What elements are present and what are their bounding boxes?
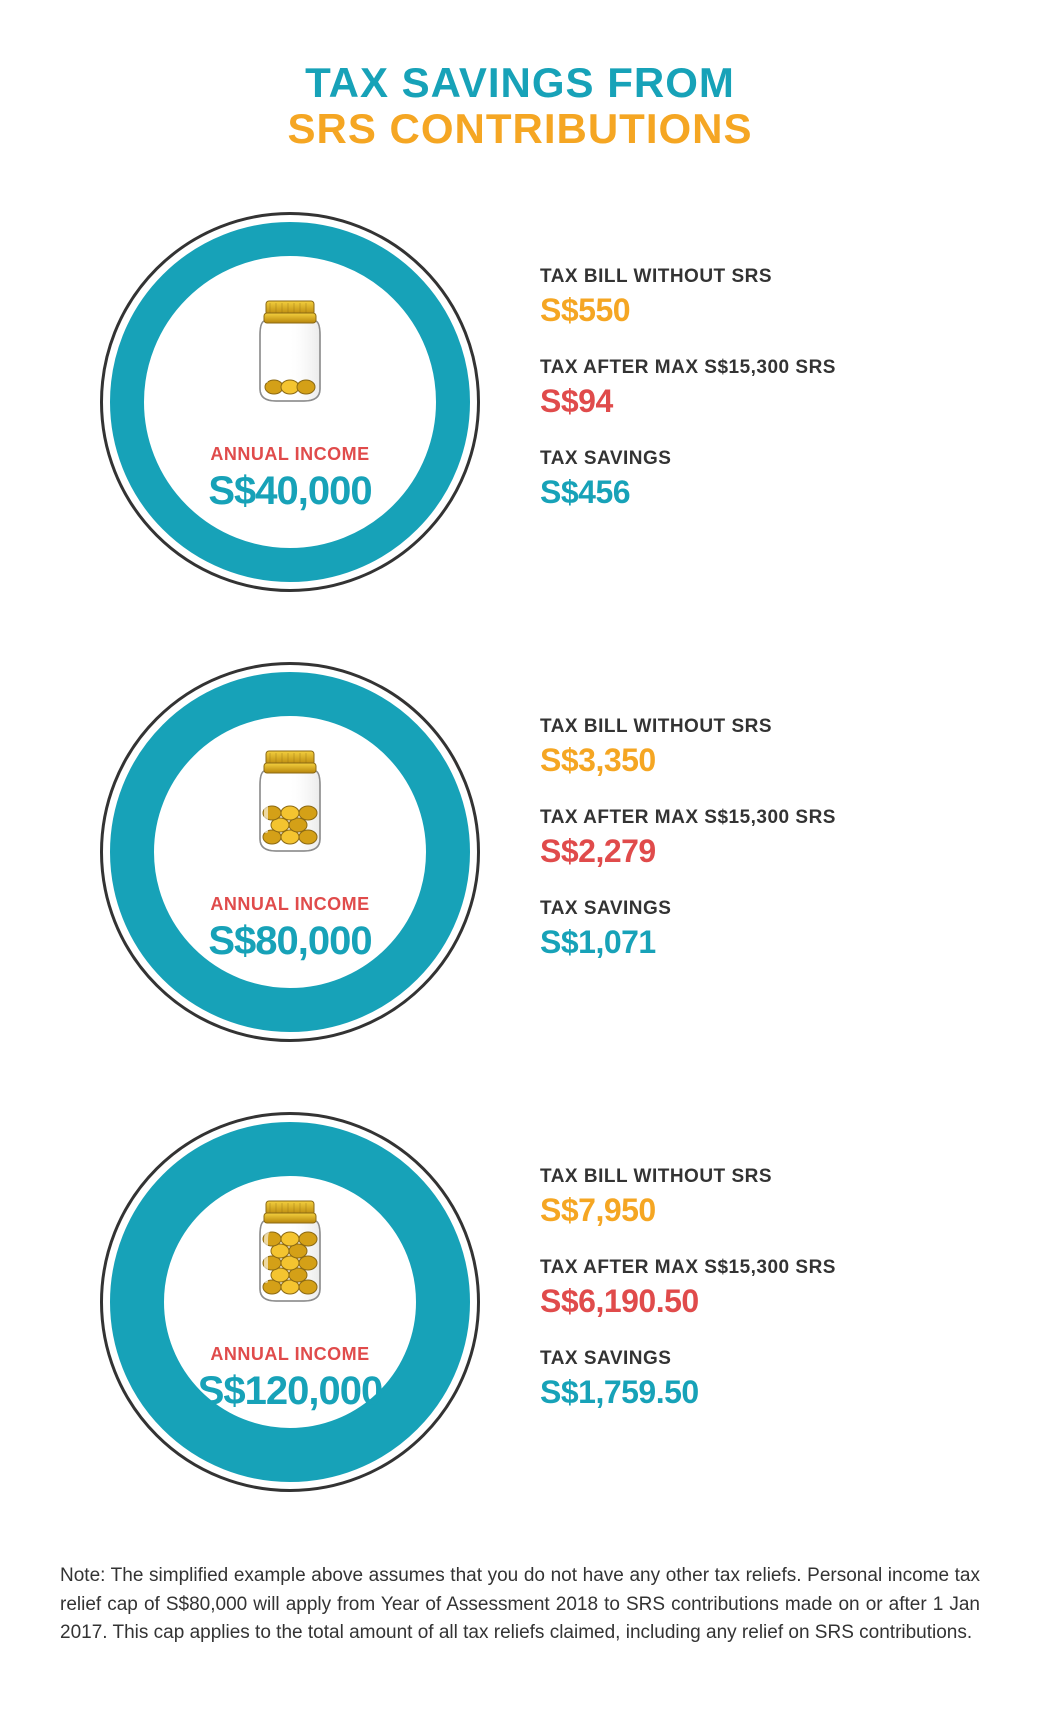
title-block: TAX SAVINGS FROM SRS CONTRIBUTIONS bbox=[60, 60, 980, 152]
stat-after-value: S$94 bbox=[540, 383, 980, 420]
stat-without-label: TAX BILL WITHOUT SRS bbox=[540, 266, 980, 288]
stats-block: TAX BILL WITHOUT SRS S$550 TAX AFTER MAX… bbox=[540, 266, 980, 539]
stat-after-value: S$6,190.50 bbox=[540, 1283, 980, 1320]
tier-row: ANNUAL INCOME S$120,000 TAX BILL WITHOUT… bbox=[60, 1112, 980, 1492]
income-token: ANNUAL INCOME S$40,000 bbox=[100, 212, 480, 592]
stat-savings-label: TAX SAVINGS bbox=[540, 1348, 980, 1370]
stat-without-value: S$3,350 bbox=[540, 742, 980, 779]
income-label: ANNUAL INCOME bbox=[210, 1344, 369, 1365]
coin-jar-icon bbox=[236, 741, 344, 874]
stat-savings-label: TAX SAVINGS bbox=[540, 448, 980, 470]
stat-savings-label: TAX SAVINGS bbox=[540, 898, 980, 920]
title-line-2: SRS CONTRIBUTIONS bbox=[60, 106, 980, 152]
stat-without-value: S$7,950 bbox=[540, 1192, 980, 1229]
tier-row: ANNUAL INCOME S$40,000 TAX BILL WITHOUT … bbox=[60, 212, 980, 592]
stat-without-label: TAX BILL WITHOUT SRS bbox=[540, 1166, 980, 1188]
stats-block: TAX BILL WITHOUT SRS S$7,950 TAX AFTER M… bbox=[540, 1166, 980, 1439]
stat-savings-value: S$1,759.50 bbox=[540, 1374, 980, 1411]
income-value: S$80,000 bbox=[208, 919, 371, 964]
stat-savings-value: S$1,071 bbox=[540, 924, 980, 961]
stat-after-value: S$2,279 bbox=[540, 833, 980, 870]
income-value: S$40,000 bbox=[208, 469, 371, 514]
title-line-1: TAX SAVINGS FROM bbox=[60, 60, 980, 106]
stats-block: TAX BILL WITHOUT SRS S$3,350 TAX AFTER M… bbox=[540, 716, 980, 989]
income-token: ANNUAL INCOME S$80,000 bbox=[100, 662, 480, 1042]
stat-without-label: TAX BILL WITHOUT SRS bbox=[540, 716, 980, 738]
coin-jar-icon bbox=[236, 291, 344, 424]
income-label: ANNUAL INCOME bbox=[210, 894, 369, 915]
income-token: ANNUAL INCOME S$120,000 bbox=[100, 1112, 480, 1492]
income-value: S$120,000 bbox=[198, 1369, 383, 1414]
footnote-text: Note: The simplified example above assum… bbox=[60, 1562, 980, 1648]
income-label: ANNUAL INCOME bbox=[210, 444, 369, 465]
stat-savings-value: S$456 bbox=[540, 474, 980, 511]
stat-after-label: TAX AFTER MAX S$15,300 SRS bbox=[540, 357, 980, 379]
tier-row: ANNUAL INCOME S$80,000 TAX BILL WITHOUT … bbox=[60, 662, 980, 1042]
stat-after-label: TAX AFTER MAX S$15,300 SRS bbox=[540, 807, 980, 829]
stat-without-value: S$550 bbox=[540, 292, 980, 329]
stat-after-label: TAX AFTER MAX S$15,300 SRS bbox=[540, 1257, 980, 1279]
coin-jar-icon bbox=[236, 1191, 344, 1324]
